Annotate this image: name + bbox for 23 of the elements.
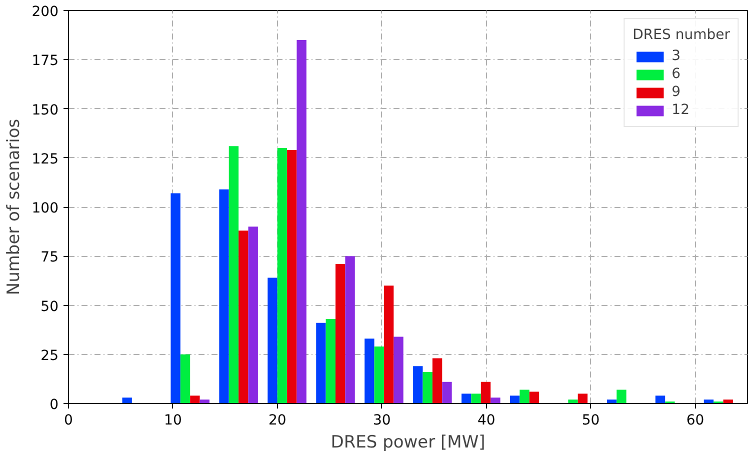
legend-label: 3 [672,48,682,64]
x-tick-label: 30 [372,412,391,428]
legend-label: 6 [672,66,682,82]
x-tick-label: 20 [268,412,286,428]
x-tick-label: 10 [164,412,182,428]
y-axis-title: Number of scenarios [4,118,24,296]
x-tick-label: 50 [582,412,600,428]
y-tick-label: 50 [40,298,59,315]
legend-label: 9 [672,84,682,100]
y-tick-label: 200 [32,4,59,20]
x-tick-label: 60 [686,412,704,428]
x-axis-title: DRES power [MW] [330,432,486,452]
legend-label: 12 [672,102,690,118]
y-tick-label: 75 [40,250,59,266]
y-tick-label: 150 [32,102,59,118]
legend-title: DRES number [632,27,730,43]
x-tick-label: 40 [477,412,496,428]
y-tick-label: 0 [50,397,59,413]
x-tick-label: 0 [64,412,73,428]
y-tick-label: 175 [32,53,59,70]
y-tick-label: 25 [40,348,59,364]
y-tick-label: 125 [32,151,59,168]
y-tick-label: 100 [32,200,59,216]
